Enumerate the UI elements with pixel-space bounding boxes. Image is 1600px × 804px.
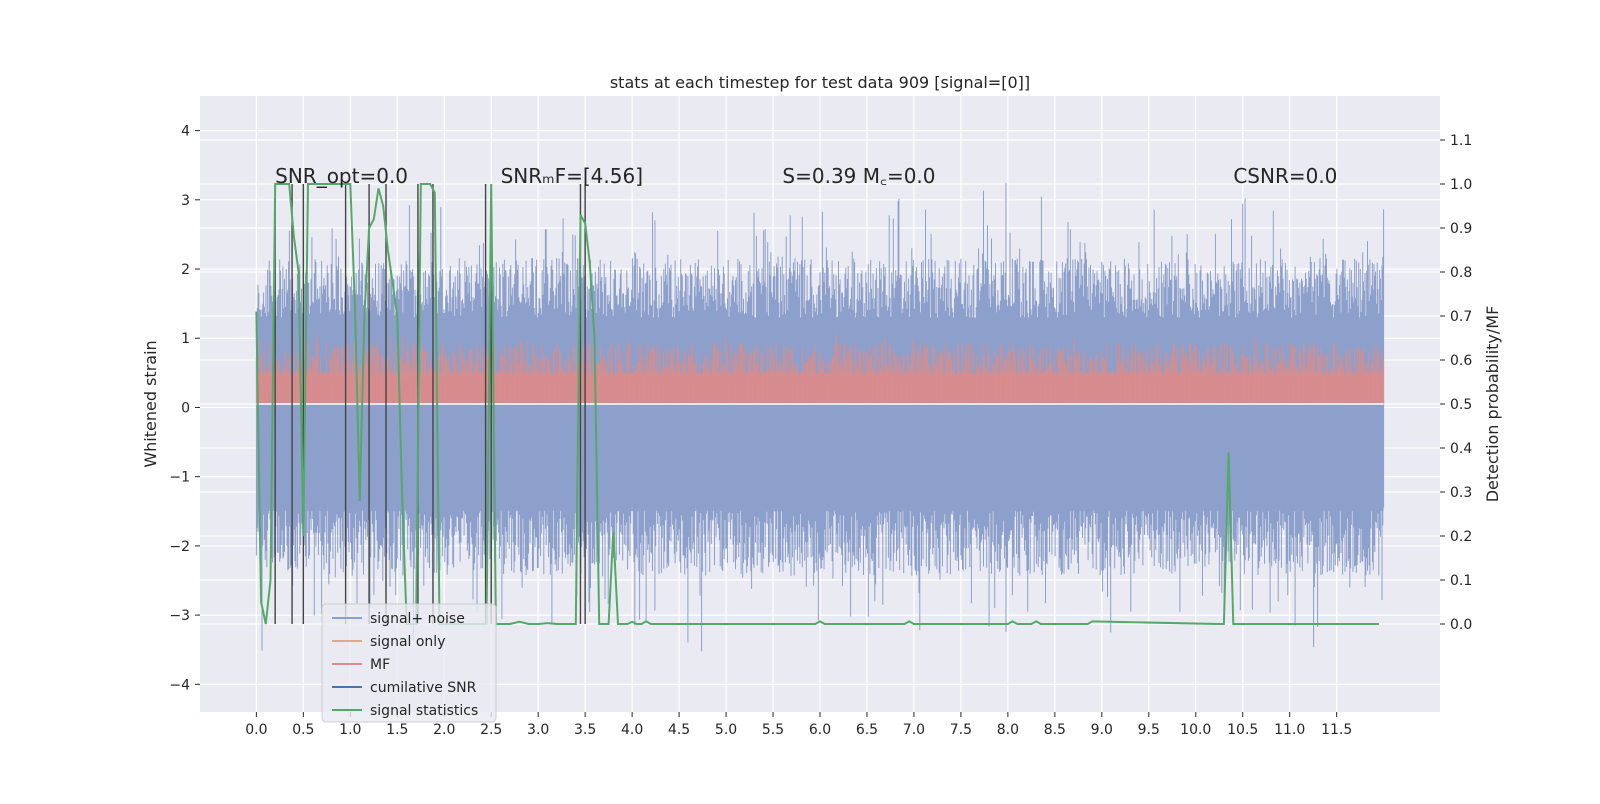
y-axis-label: Whitened strain [141, 340, 160, 467]
annotation-snr-mf: SNRₘF=[4.56] [501, 164, 643, 188]
x-tick-label: 1.0 [339, 722, 361, 738]
y2-tick-label: 0.9 [1450, 221, 1472, 237]
x-tick-label: 9.0 [1091, 722, 1113, 738]
y2-tick-label: 1.1 [1450, 133, 1472, 149]
x-tick-label: 10.0 [1180, 722, 1211, 738]
y-tick-label: −4 [169, 677, 190, 693]
legend-label: signal statistics [370, 703, 478, 719]
x-tick-label: 11.5 [1321, 722, 1352, 738]
mf-trace [255, 333, 1385, 404]
x-tick-label: 4.5 [668, 722, 690, 738]
legend-label: signal+ noise [370, 611, 465, 627]
legend-label: MF [370, 657, 390, 673]
y-tick-label: 3 [181, 193, 190, 209]
y2-tick-label: 0.3 [1450, 485, 1472, 501]
legend-frame [321, 603, 497, 723]
x-tick-label: 2.0 [433, 722, 455, 738]
x-tick-label: 9.5 [1138, 722, 1160, 738]
y-tick-label: 4 [181, 124, 190, 140]
y-axis-ticks: −4 −3 −2 −1 0 1 2 3 4 [169, 124, 200, 693]
y2-tick-label: 0.6 [1450, 353, 1472, 369]
signal-statistics-series [255, 183, 1379, 625]
annotation-s-mc: S=0.39 M꜀=0.0 [782, 164, 935, 188]
noise-trace-lower [255, 407, 1385, 652]
x-tick-label: 7.0 [903, 722, 925, 738]
x-tick-label: 1.5 [386, 722, 408, 738]
x-tick-label: 11.0 [1274, 722, 1305, 738]
x-tick-label: 3.0 [527, 722, 549, 738]
y-tick-label: −2 [169, 539, 190, 555]
y2-tick-label: 0.5 [1450, 397, 1472, 413]
y-tick-label: 2 [181, 262, 190, 278]
y-tick-label: −1 [169, 470, 190, 486]
x-tick-label: 8.5 [1044, 722, 1066, 738]
x-tick-label: 0.5 [292, 722, 314, 738]
x-tick-label: 5.0 [715, 722, 737, 738]
legend-label: cumilative SNR [370, 680, 477, 696]
x-axis-ticks: 0.0 0.5 1.0 1.5 2.0 2.5 3.0 3.5 4.0 4.5 5.0 5.5 6.0 6… [245, 712, 1352, 738]
x-tick-label: 8.0 [997, 722, 1019, 738]
y2-tick-label: 0.4 [1450, 441, 1472, 457]
chart-title: stats at each timestep for test data 909… [610, 73, 1030, 92]
legend-items: signal+ noise signal only MF cumilative SNR… [332, 611, 478, 719]
y2-tick-label: 1.0 [1450, 177, 1472, 193]
signal-statistics-line [255, 183, 1379, 625]
x-tick-label: 5.5 [762, 722, 784, 738]
y2-tick-label: 0.2 [1450, 529, 1472, 545]
annotation-csnr: CSNR=0.0 [1233, 164, 1337, 188]
x-tick-label: 4.0 [621, 722, 643, 738]
y2-axis-label: Detection probability/MF [1483, 306, 1502, 503]
annotation-snr-opt: SNR_opt=0.0 [275, 164, 408, 188]
x-tick-label: 2.5 [480, 722, 502, 738]
x-tick-label: 6.5 [856, 722, 878, 738]
x-tick-label: 0.0 [245, 722, 267, 738]
y2-axis-ticks: 0.0 0.1 0.2 0.3 0.4 0.5 0.6 0.7 0.8 0.9 1.0 1.1 [1440, 133, 1472, 633]
mf-series [255, 333, 1385, 405]
x-tick-label: 7.5 [950, 722, 972, 738]
y2-tick-label: 0.8 [1450, 265, 1472, 281]
legend: signal+ noise signal only MF cumilative SNR… [321, 603, 497, 723]
y-tick-label: 0 [181, 400, 190, 416]
y-tick-label: −3 [169, 608, 190, 624]
legend-label: signal only [370, 634, 445, 650]
annotations: SNR_opt=0.0 SNRₘF=[4.56] S=0.39 M꜀=0.0 CSNR… [275, 164, 1337, 188]
y-tick-label: 1 [181, 331, 190, 347]
x-tick-label: 3.5 [574, 722, 596, 738]
y2-tick-label: 0.0 [1450, 617, 1472, 633]
x-tick-label: 10.5 [1227, 722, 1258, 738]
y2-tick-label: 0.1 [1450, 573, 1472, 589]
x-tick-label: 6.0 [809, 722, 831, 738]
y2-tick-label: 0.7 [1450, 309, 1472, 325]
